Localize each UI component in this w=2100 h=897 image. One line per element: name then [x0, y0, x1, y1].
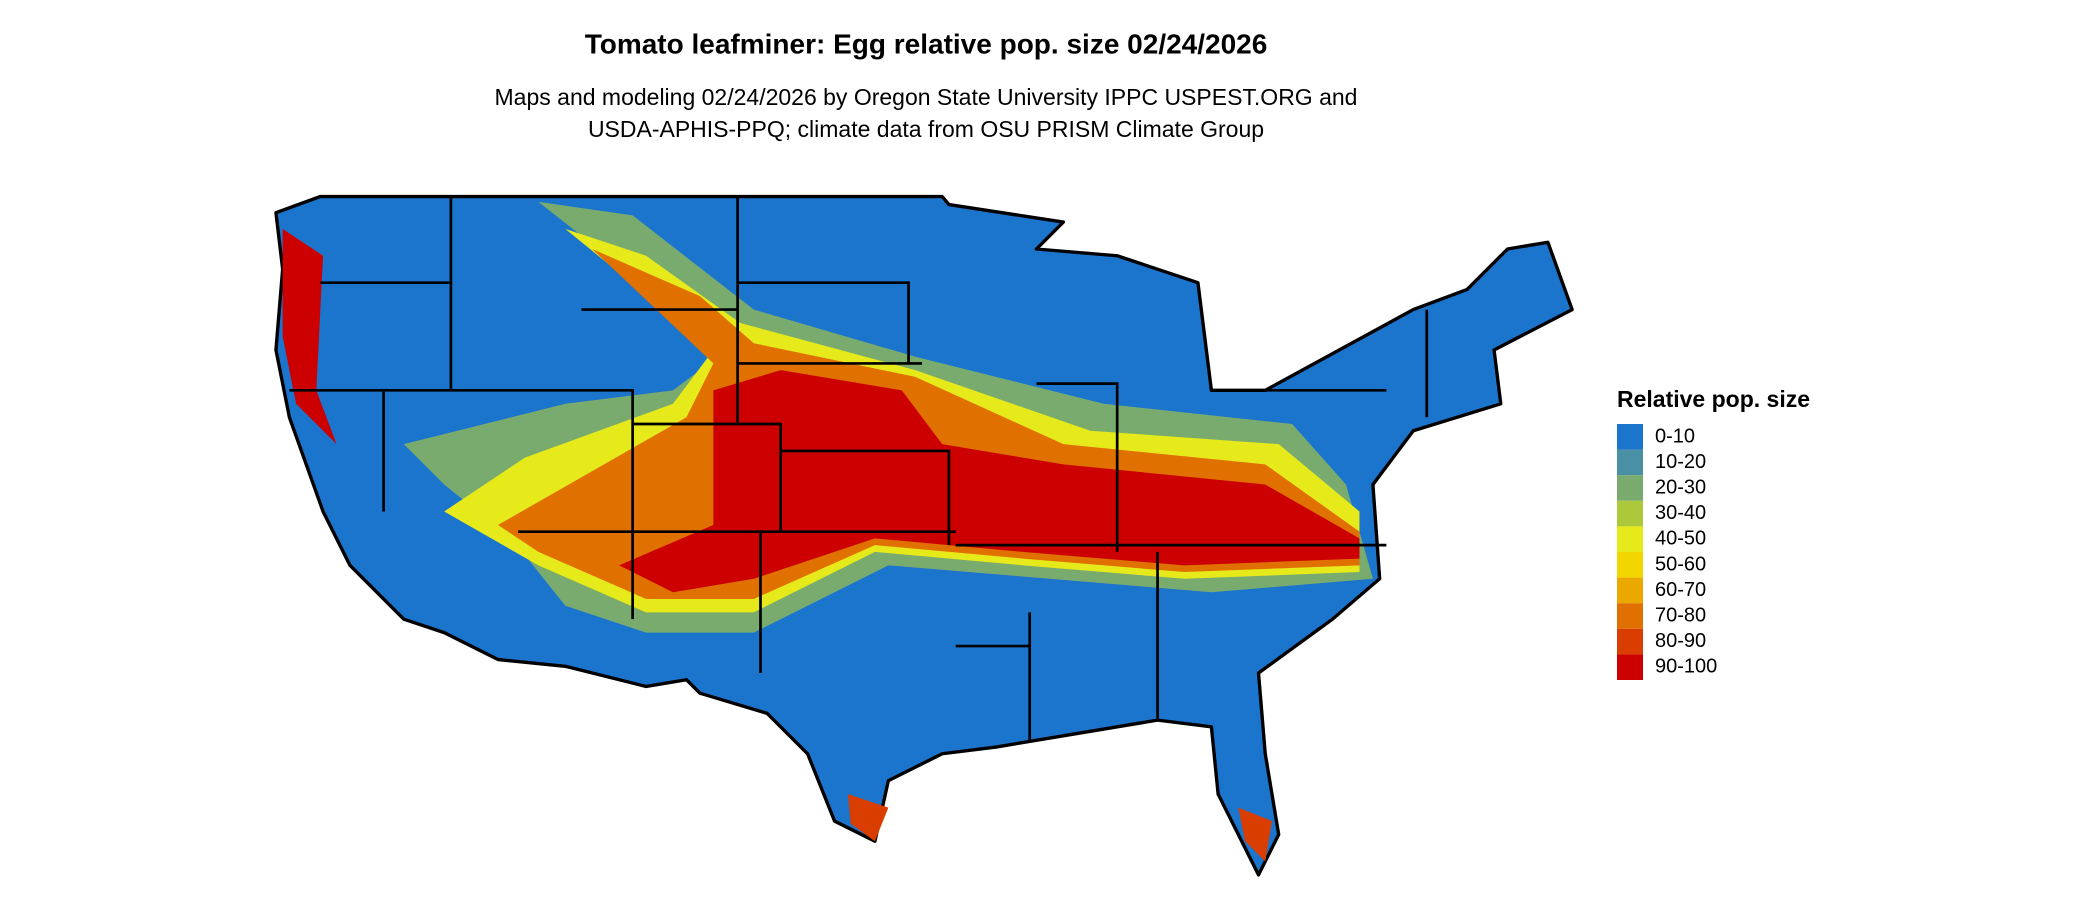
legend-label: 60-70	[1655, 579, 1706, 601]
legend-swatch	[1617, 526, 1643, 552]
legend-label: 70-80	[1655, 604, 1706, 626]
legend-label: 30-40	[1655, 502, 1706, 524]
band	[619, 370, 1360, 593]
legend-swatch	[1617, 628, 1643, 655]
border	[289, 196, 1429, 741]
legend-swatch	[1617, 552, 1643, 578]
legend-label: 10-20	[1655, 451, 1706, 473]
map	[274, 194, 1574, 877]
legend-label: 0-10	[1655, 425, 1695, 447]
legend-swatch	[1617, 577, 1643, 604]
legend-swatch	[1617, 654, 1643, 680]
band	[847, 794, 1272, 862]
legend-swatch	[1617, 449, 1643, 476]
state-borders	[289, 196, 1429, 741]
legend-label: 40-50	[1655, 528, 1706, 550]
legend-swatch	[1617, 603, 1643, 629]
map-subtitle: Maps and modeling 02/24/2026 by Oregon S…	[495, 84, 1358, 110]
legend-swatch	[1617, 500, 1643, 527]
pop-bands	[282, 201, 1373, 862]
legend-title: Relative pop. size	[1617, 386, 1810, 412]
legend-label: 90-100	[1655, 656, 1717, 678]
legend-swatch	[1617, 424, 1643, 450]
legend-swatch	[1617, 475, 1643, 501]
map-subtitle: USDA-APHIS-PPQ; climate data from OSU PR…	[588, 116, 1264, 142]
map-title: Tomato leafminer: Egg relative pop. size…	[585, 28, 1268, 59]
legend-label: 20-30	[1655, 476, 1706, 498]
legend-label: 50-60	[1655, 553, 1706, 575]
legend: 0-10 10-20 20-30 30-40 40-50 50-60 60-70 70-80 8…	[1617, 424, 1717, 680]
legend-label: 80-90	[1655, 630, 1706, 652]
